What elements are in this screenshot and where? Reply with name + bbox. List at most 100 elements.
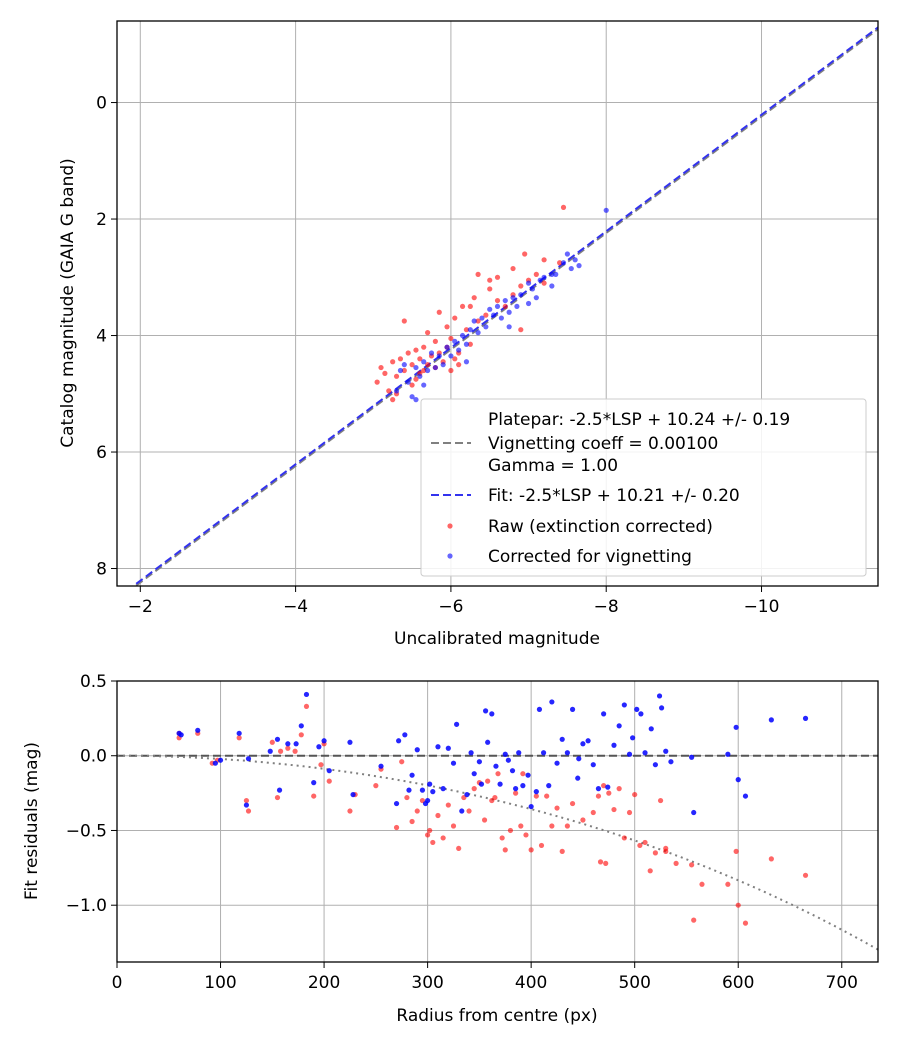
residual-raw-point xyxy=(528,847,534,853)
residual-corrected-point xyxy=(520,783,526,789)
residual-corrected-point xyxy=(316,744,322,750)
raw-point xyxy=(533,271,539,277)
corrected-point xyxy=(510,295,516,301)
residual-raw-point xyxy=(559,848,565,854)
top-fit-lines xyxy=(131,26,878,586)
raw-point xyxy=(518,283,524,289)
residual-raw-point xyxy=(657,797,664,804)
raw-point xyxy=(560,204,567,210)
residual-raw-point xyxy=(533,793,539,799)
residual-raw-point xyxy=(440,835,446,841)
residual-raw-point xyxy=(243,797,250,804)
corrected-point xyxy=(413,364,419,371)
corrected-point xyxy=(432,364,438,371)
residual-corrected-point xyxy=(569,706,576,712)
bottom-ticks: 0 100 200 300 400 500 600 700 0.5 0.0 −0.5 −1.0 xyxy=(66,672,858,993)
residual-raw-point xyxy=(277,748,284,754)
top-x-tick-label: −10 xyxy=(744,597,780,617)
residual-raw-point xyxy=(269,739,275,745)
corrected-point xyxy=(491,312,497,318)
residual-corrected-point xyxy=(285,741,291,747)
raw-point xyxy=(386,388,392,394)
top-y-tick-label: 6 xyxy=(96,443,107,463)
raw-point xyxy=(378,364,384,371)
residual-raw-point xyxy=(735,902,741,908)
residual-raw-point xyxy=(538,842,545,849)
residual-raw-point xyxy=(590,809,596,816)
raw-point xyxy=(456,362,462,368)
residual-raw-point xyxy=(435,812,441,819)
residual-raw-point xyxy=(492,794,498,801)
raw-point xyxy=(425,330,431,336)
corrected-point xyxy=(498,315,504,321)
residual-corrected-point xyxy=(540,750,547,756)
corrected-point xyxy=(564,251,570,257)
residual-corrected-point xyxy=(430,789,436,795)
residual-corrected-point xyxy=(576,756,582,762)
raw-point xyxy=(448,367,454,374)
raw-point xyxy=(452,315,458,321)
corrected-point xyxy=(401,362,407,368)
corrected-point xyxy=(397,367,404,374)
residual-corrected-point xyxy=(546,783,552,789)
residual-corrected-point xyxy=(402,732,408,738)
raw-point xyxy=(471,295,477,301)
legend-raw-marker xyxy=(447,523,453,529)
residual-raw-point xyxy=(495,771,501,777)
corrected-point xyxy=(549,283,555,289)
residual-corrected-point xyxy=(406,787,412,793)
corrected-point xyxy=(494,303,501,310)
residual-raw-point xyxy=(513,790,519,796)
residual-corrected-point xyxy=(626,751,633,757)
top-x-tick-label: −8 xyxy=(594,597,619,617)
raw-point xyxy=(483,312,489,318)
residual-raw-point xyxy=(611,806,617,813)
corrected-point xyxy=(533,295,539,301)
raw-point xyxy=(444,324,450,330)
residual-raw-point xyxy=(637,842,643,849)
residual-corrected-point xyxy=(236,730,242,736)
residual-corrected-point xyxy=(590,762,596,768)
bottom-axes-frame xyxy=(116,680,879,963)
residual-raw-point xyxy=(414,808,420,814)
legend-vignetting: Vignetting coeff = 0.00100 xyxy=(488,434,718,454)
residual-raw-point xyxy=(450,823,457,829)
bottom-x-tick-label: 400 xyxy=(515,973,547,993)
legend-platepar: Platepar: -2.5*LSP + 10.24 +/- 0.19 xyxy=(488,410,790,430)
residual-raw-point xyxy=(373,783,379,789)
bottom-y-tick-label: −1.0 xyxy=(66,896,107,916)
corrected-point xyxy=(452,338,458,344)
raw-point xyxy=(494,297,501,304)
residual-corrected-point xyxy=(585,738,591,744)
residual-raw-point xyxy=(523,832,529,838)
corrected-point xyxy=(572,257,578,263)
top-ticks: −2 −4 −6 −8 −10 0 2 4 6 8 xyxy=(96,94,779,617)
residual-corrected-point xyxy=(630,735,636,741)
residual-corrected-point xyxy=(638,711,644,717)
corrected-point xyxy=(506,309,512,315)
top-y-tick-label: 8 xyxy=(96,560,107,580)
corrected-point xyxy=(518,292,524,298)
raw-point xyxy=(401,367,407,374)
residual-corrected-point xyxy=(425,797,431,804)
residual-raw-point xyxy=(595,793,602,799)
bottom-vignetting-curve xyxy=(117,754,878,951)
bottom-x-tick-label: 200 xyxy=(308,973,340,993)
corrected-point xyxy=(483,324,489,330)
residual-corrected-point xyxy=(440,786,446,792)
residual-corrected-point xyxy=(513,786,519,792)
raw-point xyxy=(459,303,466,310)
residual-raw-point xyxy=(456,845,462,852)
legend-corrected: Corrected for vignetting xyxy=(488,547,692,567)
corrected-point xyxy=(459,332,466,339)
raw-point xyxy=(475,271,481,277)
residual-corrected-point xyxy=(459,808,465,814)
residual-raw-point xyxy=(502,847,508,853)
residual-corrected-point xyxy=(525,772,531,778)
corrected-point xyxy=(421,382,427,388)
residual-corrected-point xyxy=(195,727,201,733)
corrected-point xyxy=(456,347,462,353)
residual-raw-point xyxy=(427,827,433,834)
corrected-point xyxy=(514,303,520,310)
